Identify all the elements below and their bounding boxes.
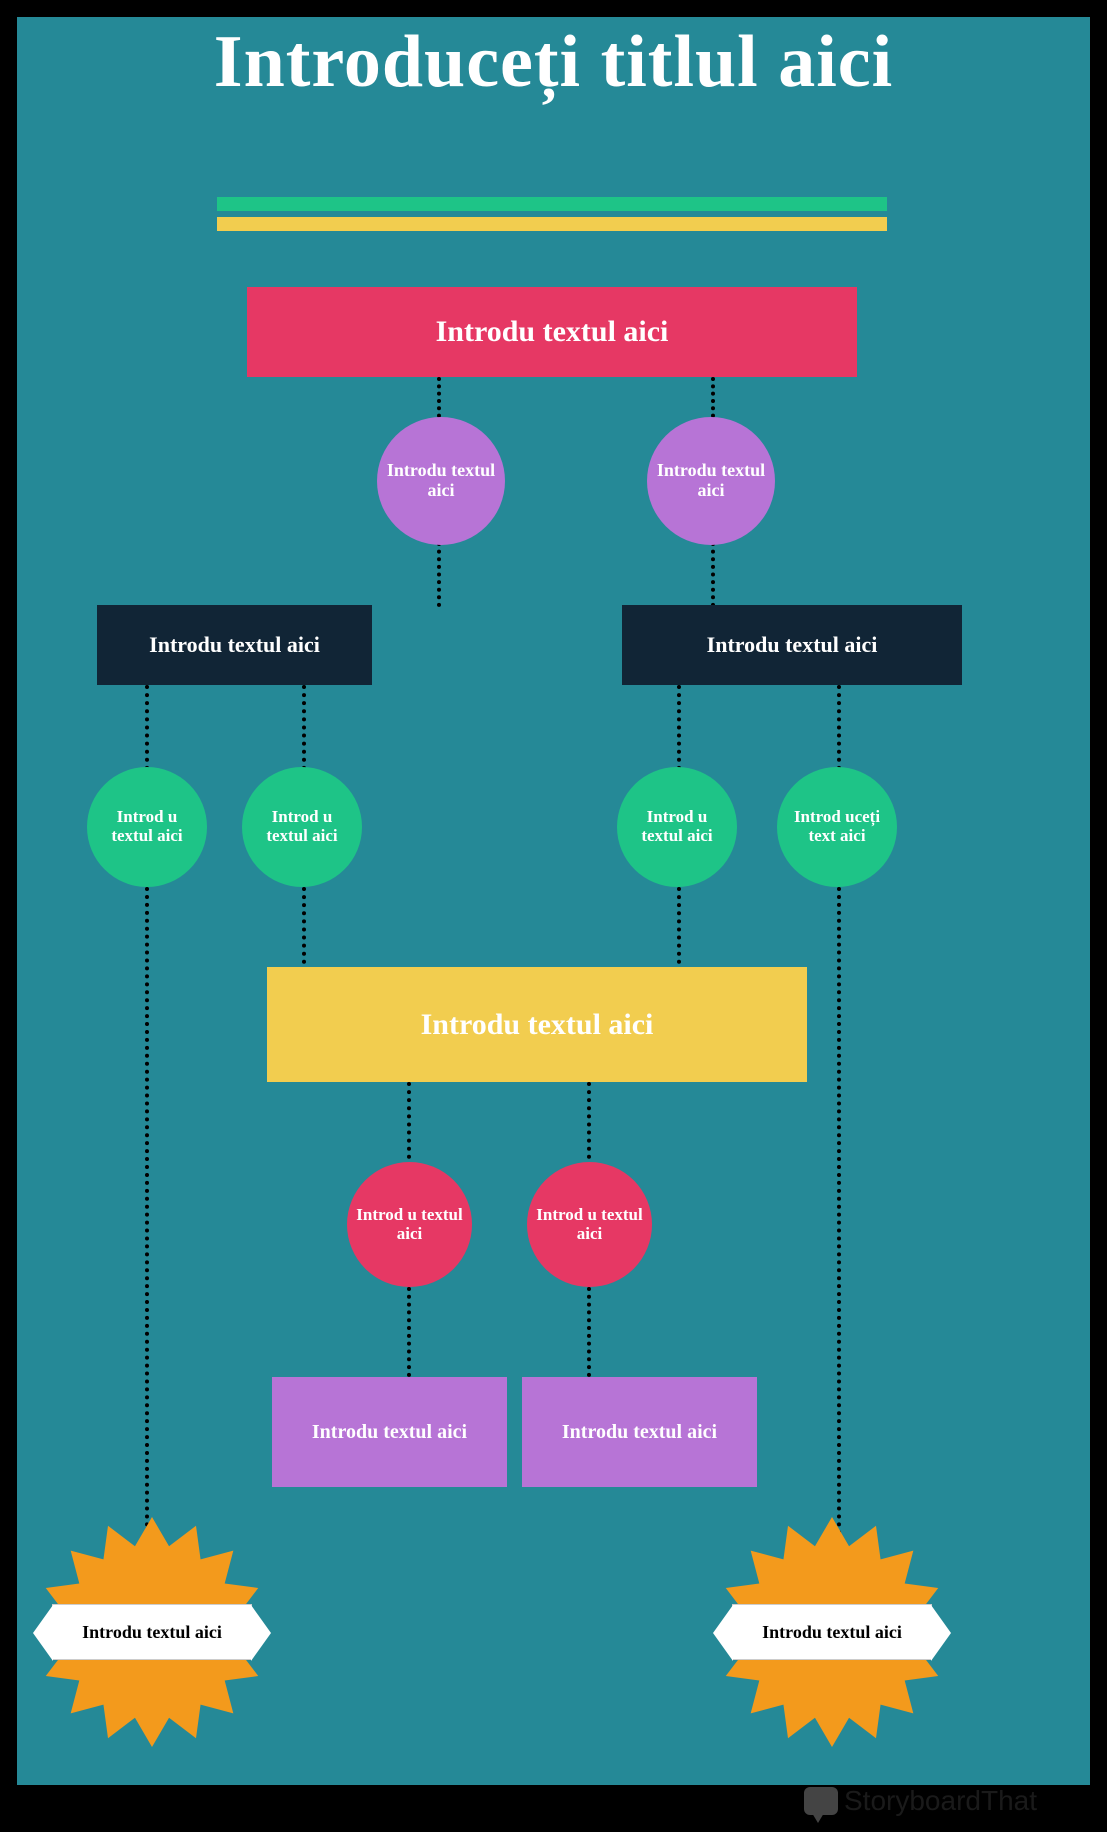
- connector-line: [711, 542, 715, 607]
- right-dark-box: Introdu textul aici: [622, 605, 962, 685]
- green-circle-1: Introd u textul aici: [87, 767, 207, 887]
- footer-url: www.storyboardthat.com: [60, 1797, 202, 1812]
- title-underline-green: [217, 197, 887, 211]
- connector-line: [302, 685, 306, 770]
- purple-box-right: Introdu textul aici: [522, 1377, 757, 1487]
- connector-line: [145, 685, 149, 770]
- connector-line: [407, 1082, 411, 1167]
- connector-line: [677, 685, 681, 770]
- page-title: Introduceți titlul aici: [17, 27, 1090, 97]
- green-circle-4: Introd uceți text aici: [777, 767, 897, 887]
- purple-box-left: Introdu textul aici: [272, 1377, 507, 1487]
- connector-line: [407, 1287, 411, 1377]
- badge-left: Introdu textul aici: [37, 1517, 267, 1747]
- connector-line: [677, 887, 681, 972]
- green-circle-2: Introd u textul aici: [242, 767, 362, 887]
- logo-bold: Storyboard: [844, 1785, 981, 1816]
- badge-right-label: Introdu textul aici: [732, 1604, 932, 1660]
- green-circle-3: Introd u textul aici: [617, 767, 737, 887]
- connector-line: [302, 887, 306, 972]
- left-dark-box: Introdu textul aici: [97, 605, 372, 685]
- connector-line: [837, 887, 841, 1567]
- footer-logo: StoryboardThat: [804, 1785, 1037, 1817]
- title-underline-yellow: [217, 217, 887, 231]
- logo-thin: That: [981, 1785, 1037, 1816]
- red-circle-2: Introd u textul aici: [527, 1162, 652, 1287]
- diagram-panel: Introduceți titlul aici Introdu textul a…: [15, 15, 1092, 1787]
- connector-line: [437, 542, 441, 607]
- connector-line: [837, 685, 841, 770]
- root-box: Introdu textul aici: [247, 287, 857, 377]
- badge-right: Introdu textul aici: [717, 1517, 947, 1747]
- connector-line: [145, 887, 149, 1567]
- yellow-box: Introdu textul aici: [267, 967, 807, 1082]
- speech-bubble-icon: [804, 1787, 838, 1815]
- connector-line: [587, 1287, 591, 1377]
- purple-circle-2: Introdu textul aici: [647, 417, 775, 545]
- connector-line: [587, 1082, 591, 1167]
- canvas: Introduceți titlul aici Introdu textul a…: [0, 0, 1107, 1832]
- red-circle-1: Introd u textul aici: [347, 1162, 472, 1287]
- badge-left-label: Introdu textul aici: [52, 1604, 252, 1660]
- purple-circle-1: Introdu textul aici: [377, 417, 505, 545]
